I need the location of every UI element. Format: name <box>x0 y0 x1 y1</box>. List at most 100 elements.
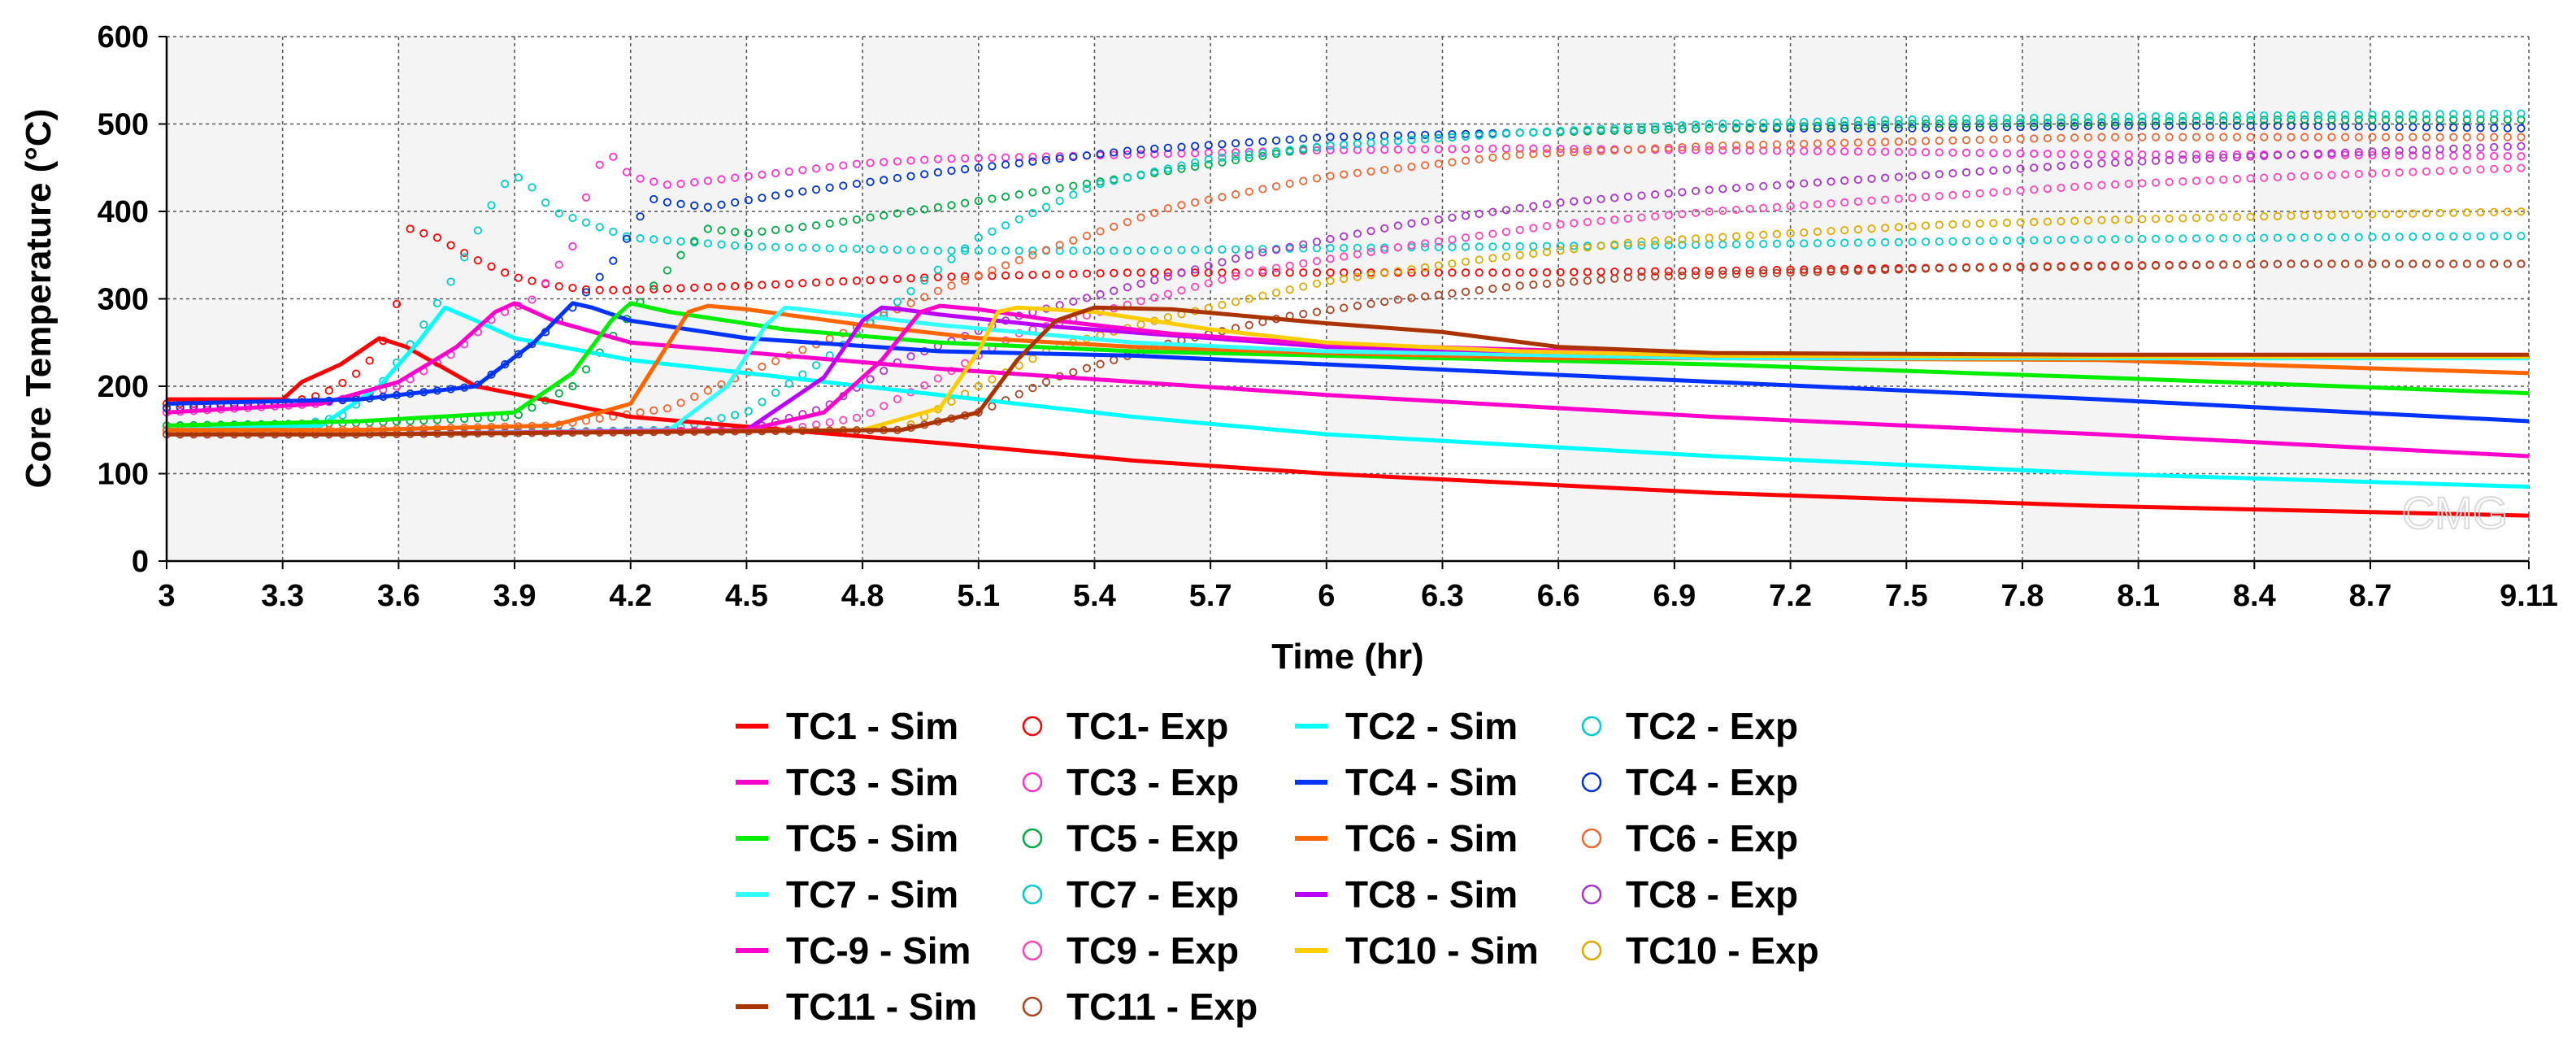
data-point <box>2313 211 2322 220</box>
data-point <box>2016 122 2025 132</box>
data-point <box>1840 198 1849 207</box>
data-point <box>920 170 929 179</box>
data-point <box>1691 208 1701 217</box>
data-point <box>717 240 726 249</box>
data-point <box>1786 265 1795 274</box>
data-point <box>1921 237 1931 246</box>
data-point <box>1975 263 1984 272</box>
data-point <box>2422 133 2431 141</box>
data-point <box>2449 115 2458 124</box>
data-point <box>933 265 942 274</box>
data-point <box>1556 278 1565 287</box>
series-line-tc3-sim <box>166 301 2530 459</box>
data-point <box>1028 209 1037 218</box>
data-point <box>1759 203 1768 212</box>
data-point <box>731 241 740 250</box>
data-point <box>771 168 780 178</box>
data-point <box>1731 266 1741 275</box>
legend-item: TC11 - Sim <box>736 986 977 1028</box>
data-point <box>703 224 712 233</box>
data-point <box>2340 148 2350 157</box>
data-point <box>2287 172 2296 181</box>
data-point <box>1529 150 1538 159</box>
data-point <box>961 165 970 174</box>
data-point <box>1908 147 1917 157</box>
data-point <box>1014 215 1023 224</box>
data-point <box>1136 320 1145 329</box>
data-point <box>1827 238 1835 247</box>
data-point <box>1813 227 1822 237</box>
data-point <box>2070 118 2079 127</box>
data-point <box>2057 183 2066 193</box>
data-point <box>1827 199 1835 208</box>
data-point <box>2179 121 2187 130</box>
data-point <box>1935 148 1944 157</box>
data-point <box>2030 149 2039 159</box>
data-point <box>1800 139 1809 148</box>
data-point <box>1299 144 1308 153</box>
data-point <box>528 295 536 304</box>
data-point <box>568 242 577 251</box>
data-point <box>1637 145 1646 154</box>
data-point <box>2205 234 2214 243</box>
data-point <box>2462 123 2472 133</box>
data-point <box>1637 125 1646 134</box>
data-point <box>933 374 942 383</box>
data-point <box>1028 152 1037 162</box>
data-point <box>2517 152 2526 161</box>
data-point <box>1583 276 1592 285</box>
data-point <box>1191 282 1200 291</box>
data-point <box>2124 180 2133 189</box>
data-point <box>2354 111 2363 120</box>
data-point <box>554 260 563 269</box>
legend-label: TC10 - Exp <box>1626 929 1819 972</box>
data-point <box>1556 126 1565 136</box>
data-point <box>1475 242 1483 251</box>
data-point <box>961 198 970 207</box>
data-point <box>1340 232 1349 241</box>
data-point <box>2138 112 2147 121</box>
data-point <box>866 276 875 285</box>
data-point <box>988 153 997 163</box>
data-point <box>1840 147 1849 156</box>
data-point <box>2205 213 2214 222</box>
data-point <box>1583 268 1592 276</box>
y-tick-label: 400 <box>98 195 149 229</box>
data-point <box>2368 147 2377 156</box>
data-point <box>1177 286 1186 295</box>
data-point <box>2232 260 2242 269</box>
data-point <box>2097 215 2106 224</box>
data-point <box>1894 237 1903 246</box>
data-point <box>1989 237 1998 246</box>
data-point <box>1961 123 1971 132</box>
data-point <box>1258 245 1267 254</box>
data-point <box>1908 194 1917 202</box>
data-point <box>1299 268 1308 277</box>
data-point <box>1515 128 1524 137</box>
legend-item: TC10 - Exp <box>1581 929 1819 972</box>
data-point <box>1163 150 1172 159</box>
data-point <box>2030 236 2039 245</box>
data-point <box>1975 237 1984 246</box>
data-point <box>2030 217 2039 227</box>
data-point <box>811 221 821 230</box>
data-point <box>1326 255 1335 263</box>
data-point <box>1218 300 1227 310</box>
data-point <box>446 241 455 250</box>
data-point <box>554 282 563 291</box>
data-point <box>1041 152 1051 161</box>
data-point <box>974 154 983 163</box>
data-point <box>1488 285 1497 294</box>
data-point <box>1488 153 1497 162</box>
data-point <box>568 213 577 223</box>
data-point <box>1340 140 1349 150</box>
data-point <box>2083 133 2092 142</box>
data-point <box>1989 135 1998 144</box>
data-point <box>1705 207 1714 216</box>
data-point <box>2287 259 2296 268</box>
data-point <box>1488 229 1497 238</box>
data-point <box>1745 231 1754 240</box>
data-point <box>473 256 482 265</box>
x-tick-label: 6.9 <box>1653 579 1696 613</box>
data-point <box>1894 137 1903 146</box>
